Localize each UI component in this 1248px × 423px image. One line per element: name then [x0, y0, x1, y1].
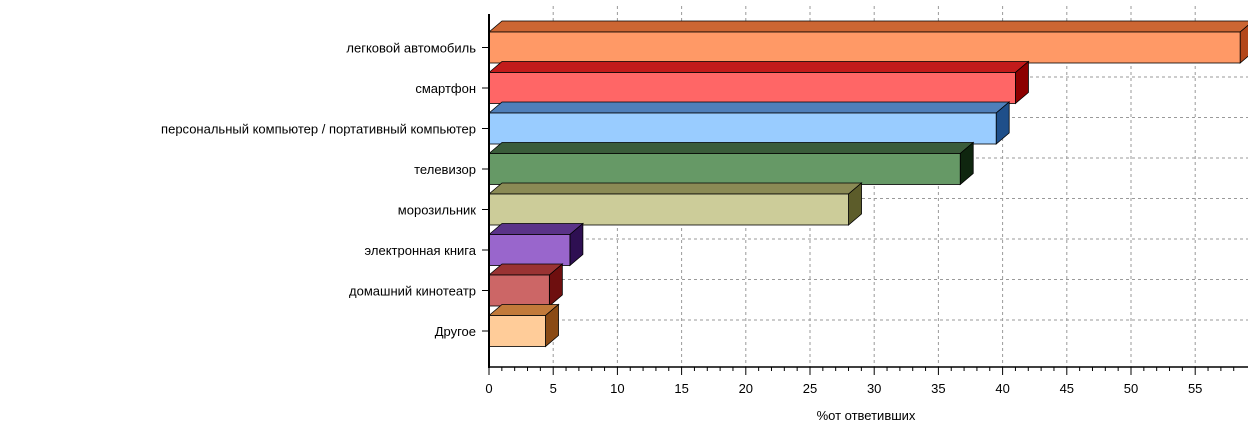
bar — [487, 60, 1030, 105]
bar-front-face — [488, 315, 546, 347]
bar-front-face — [488, 153, 961, 185]
category-labels: легковой автомобиль смартфон персональный … — [161, 41, 489, 339]
category-label: электронная книга — [365, 243, 477, 258]
x-tick-label: 35 — [931, 381, 945, 396]
x-tick-label: 50 — [1124, 381, 1138, 396]
bar — [487, 182, 863, 226]
x-tick-label: 55 — [1188, 381, 1202, 396]
category-label: домашний кинотеатр — [349, 284, 476, 299]
x-tick-label: 20 — [739, 381, 753, 396]
bar — [487, 263, 564, 307]
bar-front-face — [488, 31, 1241, 64]
x-tick-label: 0 — [485, 381, 492, 396]
category-label: морозильник — [398, 203, 477, 218]
x-tick-label: 25 — [803, 381, 817, 396]
category-label: телевизор — [414, 162, 476, 177]
bar — [487, 141, 975, 186]
bar-front-face — [488, 112, 997, 145]
bar-top-face — [487, 223, 584, 235]
bar-top-face — [487, 20, 1248, 33]
x-tick-label: 10 — [610, 381, 624, 396]
bar-front-face — [488, 274, 550, 307]
x-tick-label: 30 — [867, 381, 881, 396]
bar — [487, 20, 1248, 64]
category-label: смартфон — [415, 81, 476, 96]
bar-front-face — [488, 234, 571, 266]
x-axis-ticks: 0 5 10 15 20 25 30 35 40 45 50 55 — [485, 367, 1235, 396]
bar-top-face — [487, 61, 1030, 73]
axes — [488, 14, 1248, 368]
bar — [487, 101, 1011, 145]
bar-top-face — [487, 182, 863, 195]
bars — [487, 20, 1248, 348]
x-tick-label: 5 — [550, 381, 557, 396]
bar — [487, 222, 584, 267]
category-label: персональный компьютер / портативный ком… — [161, 122, 476, 137]
category-label: Другое — [435, 324, 476, 339]
bar — [487, 303, 560, 348]
bar-front-face — [488, 193, 849, 226]
x-tick-label: 45 — [1060, 381, 1074, 396]
bar-top-face — [487, 142, 975, 154]
bar-top-face — [487, 101, 1011, 114]
x-tick-label: 15 — [674, 381, 688, 396]
x-axis-title: %от ответивших — [817, 408, 916, 423]
bar-front-face — [488, 72, 1016, 104]
x-tick-label: 40 — [995, 381, 1009, 396]
category-label: легковой автомобиль — [346, 41, 476, 56]
